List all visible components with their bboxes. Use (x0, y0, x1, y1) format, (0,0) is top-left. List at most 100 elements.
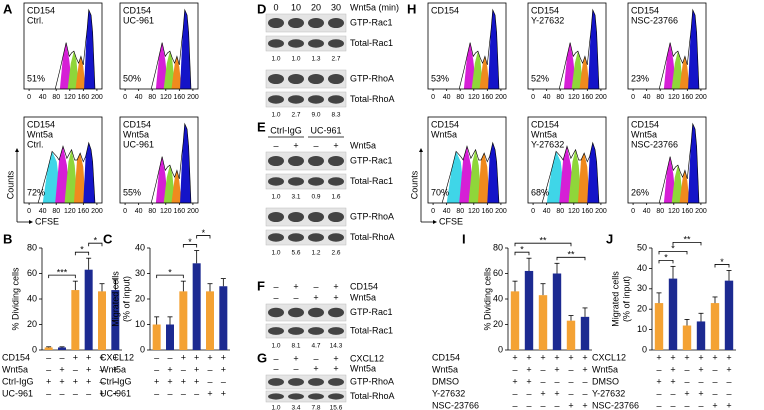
x-tick-label: 80 (656, 94, 664, 101)
condition-sign: – (512, 364, 517, 374)
blot-row-label: Total-Rac1 (350, 176, 393, 186)
x-tick-label: 160 (78, 94, 90, 101)
condition-sign: – (154, 388, 159, 398)
condition-sign: + (526, 364, 531, 374)
blot-band (328, 307, 344, 318)
band-ratio: 14.3 (330, 343, 343, 350)
blot-band (328, 177, 344, 186)
blot-band (328, 155, 344, 167)
x-tick-label: 120 (468, 208, 480, 215)
condition-sign: + (99, 352, 104, 362)
condition-sign: – (313, 353, 318, 363)
histogram-label: Wnt5a (27, 129, 53, 139)
blot-band (288, 17, 304, 29)
condition-sign: + (73, 352, 78, 362)
histogram-label: UC-961 (123, 15, 154, 25)
condition-name: NSC-23766 (432, 400, 479, 410)
histogram (558, 9, 600, 89)
x-tick-label: 40 (135, 208, 143, 215)
blot-row-label: GTP-RhoA (350, 73, 394, 83)
panel-letter: E (257, 119, 266, 134)
condition-sign: + (221, 388, 226, 398)
significance-label: * (520, 245, 524, 255)
histogram (37, 142, 96, 203)
condition-name: CD154 (350, 281, 378, 291)
band-ratio: 1.0 (271, 194, 280, 201)
histogram-frame (23, 116, 103, 204)
histogram-frame (527, 116, 607, 204)
condition-sign: + (113, 388, 118, 398)
bar (696, 321, 706, 350)
y-tick-label: 60 (27, 268, 37, 278)
significance-bracket (514, 242, 572, 247)
condition-sign: – (684, 376, 689, 386)
condition-sign: – (46, 352, 51, 362)
blot-strip (265, 173, 347, 190)
condition-sign: – (313, 140, 318, 150)
condition-sign: + (167, 376, 172, 386)
panel-letter: J (606, 231, 613, 246)
x-tick-label: 0 (531, 208, 535, 215)
division-percent: 51% (27, 73, 45, 83)
blot-band (308, 307, 324, 318)
blot-band (308, 17, 324, 29)
condition-sign: – (712, 364, 717, 374)
histogram-label: Ctrl. (27, 139, 44, 149)
condition-sign: + (293, 140, 298, 150)
x-tick-label: 120 (64, 208, 76, 215)
division-percent: 23% (631, 73, 649, 83)
condition-sign: + (313, 292, 318, 302)
blot-band (268, 39, 284, 48)
condition-sign: – (167, 352, 172, 362)
condition-name: DMSO (432, 376, 459, 386)
y-axis-label: Counts (5, 170, 15, 199)
y-tick-label: 80 (27, 242, 37, 252)
blot-row-label: GTP-RhoA (350, 211, 394, 221)
significance-bracket (556, 256, 586, 261)
condition-sign: – (698, 376, 703, 386)
condition-name: Wnt5a (592, 364, 618, 374)
blot-band (308, 95, 324, 104)
band-ratio: 0.9 (311, 194, 320, 201)
panel-letter: F (257, 278, 265, 293)
blot-band (268, 307, 284, 318)
blot-band (308, 327, 324, 335)
condition-sign: + (333, 140, 338, 150)
band-ratio: 1.0 (271, 343, 280, 350)
bar (192, 263, 201, 350)
significance-label: *** (57, 268, 68, 278)
blot-row-label: Total-RhoA (350, 232, 395, 242)
bar (219, 286, 228, 350)
significance-label: ** (567, 250, 575, 260)
condition-name: CD154 (432, 352, 460, 362)
condition-sign: – (99, 364, 104, 374)
condition-sign: – (181, 388, 186, 398)
x-tick-label: 200 (595, 94, 607, 101)
division-percent: 72% (27, 187, 45, 197)
x-tick-label: 40 (643, 94, 651, 101)
condition-sign: + (99, 388, 104, 398)
band-ratio: 1.3 (311, 56, 320, 63)
condition-name: Wnt5a (350, 292, 376, 302)
condition-name: Wnt5a (432, 364, 458, 374)
bar (152, 324, 161, 350)
y-tick-label: 20 (27, 319, 37, 329)
condition-sign: – (221, 376, 226, 386)
band-ratio: 4.7 (311, 343, 320, 350)
condition-sign: + (540, 352, 545, 362)
condition-name: UC-961 (2, 388, 33, 398)
blot-band (308, 73, 324, 85)
condition-sign: – (726, 388, 731, 398)
x-tick-label: 80 (556, 94, 564, 101)
blot-band (308, 39, 324, 48)
condition-sign: + (333, 353, 338, 363)
blot-band (268, 211, 284, 223)
condition-name: CXCL12 (100, 352, 134, 362)
y-axis-label: Migrated cells (610, 271, 620, 327)
x-tick-label: 160 (78, 208, 90, 215)
significance-label: ** (539, 236, 547, 246)
y-tick-label: 40 (27, 293, 37, 303)
condition-sign: + (194, 364, 199, 374)
band-ratio: 1.0 (271, 405, 280, 410)
blot-band (268, 393, 284, 400)
